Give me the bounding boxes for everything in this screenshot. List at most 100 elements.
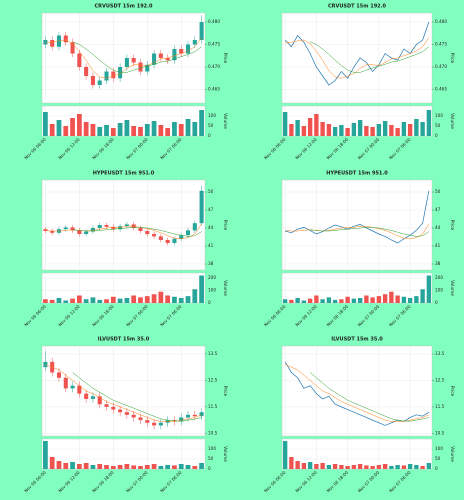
series-line (285, 364, 429, 422)
candle-body (138, 228, 143, 231)
volume-bar (199, 463, 204, 469)
x-tick-label: Nov 06 12:00 (294, 137, 318, 161)
series-line (45, 223, 202, 240)
volume-bar (199, 275, 204, 303)
volume-bar (314, 464, 319, 469)
volume-bar (56, 298, 62, 303)
volume-bar (49, 124, 55, 136)
x-tick-label: Nov 06 06:00 (263, 304, 287, 328)
candle-body (63, 227, 68, 230)
x-tick-label: Nov 07 06:00 (388, 304, 412, 328)
volume-tick-label: 0 (435, 133, 438, 138)
volume-bar (83, 463, 89, 469)
price-plot-area (41, 345, 206, 437)
candle-body (84, 393, 89, 399)
series-line (285, 37, 430, 79)
volume-bar (131, 465, 137, 469)
volume-bar (295, 120, 300, 136)
volume-bar (414, 465, 419, 469)
candle-body (124, 58, 129, 67)
volume-bar (407, 124, 413, 136)
volume-bar (97, 299, 103, 303)
candle-body (77, 385, 82, 394)
y-tick-label: 50 (435, 189, 441, 194)
volume-bar (76, 464, 82, 469)
x-tick-label: Nov 06 06:00 (23, 304, 47, 328)
x-tick-label: Nov 07 06:00 (159, 470, 183, 494)
volume-bar (199, 110, 204, 136)
volume-tick-label: 0 (208, 466, 211, 471)
volume-bar (289, 299, 294, 303)
volume-axis-label: Volume (223, 113, 228, 129)
volume-bar (420, 289, 425, 303)
candle-body (185, 414, 191, 418)
candle-body (145, 64, 150, 72)
candle-body (179, 417, 184, 422)
volume-bar (192, 289, 198, 303)
volume-bar (339, 125, 344, 136)
volume-bar (90, 297, 96, 303)
volume-tick-label: 100 (208, 113, 216, 118)
volume-bar (307, 462, 313, 469)
volume-bar (49, 299, 55, 303)
volume-bar (295, 461, 300, 469)
candle-body (138, 417, 143, 421)
candle-body (111, 71, 116, 79)
volume-bar (144, 124, 150, 136)
volume-bar (76, 295, 82, 303)
volume-bar (185, 296, 191, 303)
candle-body (104, 404, 109, 407)
volume-bar (370, 127, 375, 136)
volume-bar (370, 466, 375, 469)
x-tick-label: Nov 06 12:00 (294, 470, 318, 494)
y-axis-label: Price (450, 220, 455, 231)
volume-bar (339, 299, 344, 303)
volume-bar (104, 125, 109, 136)
candle-body (111, 406, 116, 410)
volume-bar (307, 118, 313, 136)
x-tick-label: Nov 06 18:00 (326, 470, 350, 494)
volume-bar (90, 465, 96, 469)
y-axis-label: Price (223, 220, 228, 231)
volume-bar (192, 122, 198, 136)
candle-body (138, 62, 143, 72)
y-tick-label: 50 (208, 189, 214, 194)
volume-bar (178, 464, 184, 469)
volume-tick-label: 50 (208, 456, 214, 461)
volume-bar (357, 120, 363, 136)
volume-bar (144, 465, 150, 469)
volume-bar (97, 127, 103, 136)
candle-body (131, 58, 136, 63)
x-tick-label: Nov 06 18:00 (91, 470, 115, 494)
volume-bar (401, 296, 407, 303)
candle-body (192, 223, 197, 231)
candle-body (84, 231, 89, 234)
candle-body (43, 229, 48, 231)
candle-body (152, 53, 157, 65)
candle-body (152, 234, 157, 237)
candle-body (77, 53, 82, 67)
volume-bar (110, 466, 116, 469)
candle-body (172, 49, 177, 61)
candle-body (63, 377, 68, 389)
x-tick-label: Nov 07 00:00 (125, 470, 149, 494)
volume-bar (414, 296, 419, 303)
volume-bar (351, 123, 357, 136)
panel: ILVUSDT 15m 35.0 10.5 11.5 12.5 13.5 0 50 100 Pr… (263, 337, 455, 494)
candle-body (165, 240, 170, 243)
volume-bar (282, 299, 288, 303)
volume-bar (407, 298, 413, 303)
panel: HYPEUSDT 15m 951.0 38 41 44 47 50 0 100 200 Price… (23, 171, 228, 328)
volume-bar (124, 298, 130, 303)
candle-body (43, 40, 48, 45)
volume-tick-label: 0 (208, 133, 211, 138)
volume-bar (110, 296, 116, 303)
y-tick-label: 10.5 (435, 430, 445, 435)
volume-bar (151, 121, 157, 136)
volume-tick-label: 50 (435, 123, 441, 128)
y-tick-label: 0.475 (208, 42, 220, 47)
volume-bar (295, 298, 300, 303)
volume-bar (320, 463, 325, 469)
y-axis-label: Price (223, 53, 228, 64)
volume-bar (117, 465, 123, 469)
